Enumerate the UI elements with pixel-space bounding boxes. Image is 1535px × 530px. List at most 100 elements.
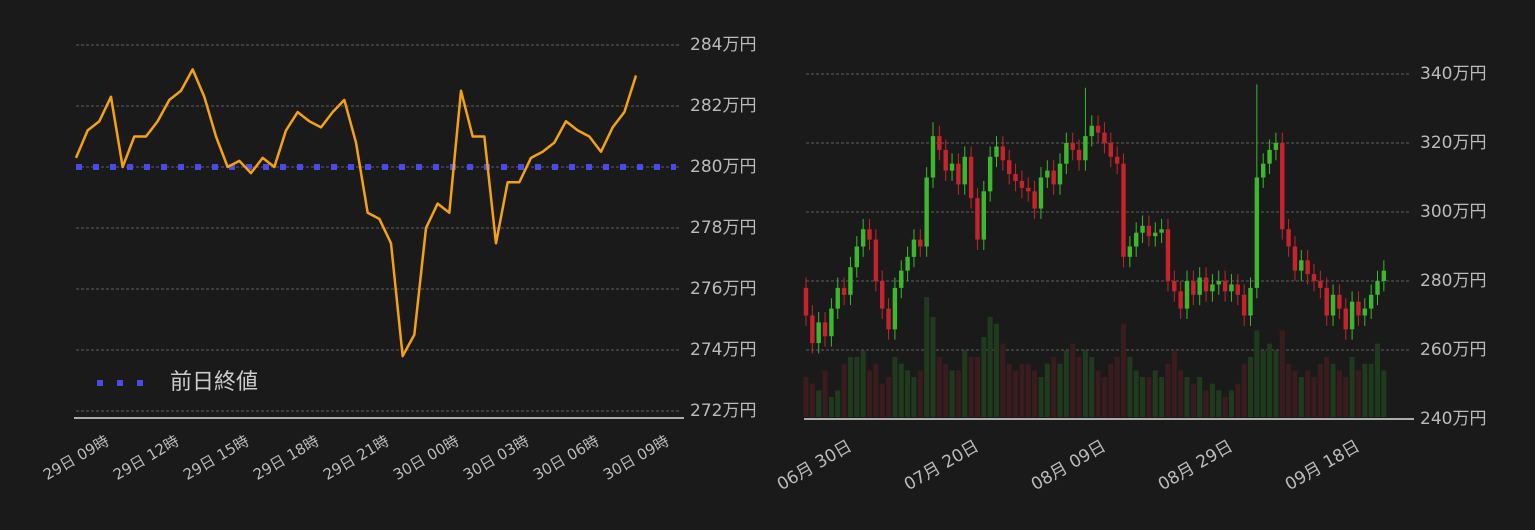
candle-body bbox=[930, 136, 936, 178]
volume-bar bbox=[1108, 363, 1114, 417]
candle-body bbox=[975, 198, 980, 240]
candle-body bbox=[937, 136, 942, 150]
candle-body bbox=[1210, 284, 1215, 292]
candle-body bbox=[1153, 232, 1158, 237]
candle-body bbox=[1349, 301, 1355, 330]
y-tick-label: 282万円 bbox=[690, 96, 756, 116]
volume-bar bbox=[1203, 390, 1209, 417]
x-tick-label: 07月 20日 bbox=[901, 436, 983, 495]
candle-body bbox=[899, 270, 904, 288]
volume-bar bbox=[1159, 377, 1165, 417]
x-tick-label: 29日 18時 bbox=[250, 432, 322, 484]
volume-bar bbox=[873, 363, 879, 417]
volume-bar bbox=[1146, 377, 1152, 417]
y-tick-label: 300万円 bbox=[1420, 202, 1486, 222]
candle-body bbox=[1064, 143, 1069, 164]
x-tick-label: 29日 21時 bbox=[320, 432, 392, 484]
y-tick-label: 272万円 bbox=[690, 401, 756, 421]
volume-bar bbox=[1063, 350, 1069, 417]
volume-bar bbox=[803, 377, 809, 417]
volume-bar bbox=[1038, 377, 1044, 417]
candle-body bbox=[1343, 308, 1348, 330]
candle-body bbox=[911, 239, 917, 257]
y-tick-label: 280万円 bbox=[1420, 271, 1486, 291]
volume-bar bbox=[1089, 357, 1095, 417]
candle-body bbox=[1089, 125, 1094, 137]
candle-body bbox=[1019, 180, 1025, 188]
volume-bar bbox=[911, 377, 917, 417]
y-tick-label: 276万円 bbox=[690, 279, 756, 299]
volume-bar bbox=[1305, 370, 1311, 417]
volume-bar bbox=[886, 377, 892, 417]
candle-body bbox=[848, 267, 853, 295]
candle-body bbox=[949, 163, 955, 171]
x-tick-label: 30日 00時 bbox=[390, 432, 462, 484]
candle-body bbox=[1108, 143, 1113, 157]
y-tick-label: 280万円 bbox=[690, 157, 756, 177]
volume-bar bbox=[1273, 350, 1279, 417]
candle-body bbox=[1102, 132, 1107, 143]
volume-bar bbox=[1013, 370, 1019, 417]
x-tick-label: 29日 12時 bbox=[110, 432, 182, 484]
volume-bar bbox=[809, 383, 815, 417]
candle-body bbox=[1057, 163, 1063, 185]
volume-bar bbox=[1051, 357, 1057, 417]
candle-body bbox=[1000, 146, 1006, 161]
candle-body bbox=[1241, 294, 1247, 316]
volume-bar bbox=[1190, 383, 1196, 417]
candle-body bbox=[962, 156, 967, 185]
volume-bar bbox=[1216, 390, 1222, 417]
x-tick-label: 08月 29日 bbox=[1155, 436, 1237, 495]
candle-body bbox=[1286, 229, 1291, 247]
volume-bar bbox=[892, 357, 898, 417]
candle-body bbox=[1381, 270, 1387, 281]
volume-bar bbox=[1343, 377, 1349, 417]
candle-body bbox=[1375, 281, 1380, 295]
candle-body bbox=[1172, 281, 1177, 292]
legend-marker bbox=[137, 380, 143, 386]
candle-body bbox=[956, 163, 961, 185]
candle-body bbox=[1280, 143, 1285, 230]
candle-body bbox=[1292, 246, 1298, 271]
volume-bar bbox=[974, 357, 980, 417]
volume-bar bbox=[1082, 350, 1088, 417]
volume-bar bbox=[1248, 357, 1253, 417]
volume-bar bbox=[1362, 363, 1368, 417]
y-tick-label: 274万円 bbox=[690, 340, 756, 360]
volume-bar bbox=[1375, 343, 1380, 417]
candle-body bbox=[1248, 287, 1253, 316]
candle-body bbox=[1330, 294, 1336, 316]
x-tick-label: 30日 09時 bbox=[600, 432, 672, 484]
volume-bar bbox=[841, 363, 847, 417]
candle-body bbox=[1254, 177, 1260, 288]
volume-bar bbox=[949, 370, 955, 417]
volume-bar bbox=[1070, 343, 1076, 417]
volume-bar bbox=[917, 370, 923, 417]
volume-bar bbox=[1324, 357, 1330, 417]
volume-bar bbox=[867, 370, 872, 417]
candle-body bbox=[1114, 156, 1120, 164]
candle-body bbox=[987, 156, 993, 192]
volume-bar bbox=[1254, 330, 1260, 417]
volume-bar bbox=[1260, 350, 1266, 417]
candle-body bbox=[968, 156, 974, 199]
candle-body bbox=[841, 287, 847, 295]
x-tick-label: 09月 18日 bbox=[1282, 436, 1364, 495]
candle-body bbox=[1178, 291, 1183, 309]
volume-bar bbox=[1197, 377, 1203, 417]
volume-bar bbox=[1076, 357, 1082, 417]
volume-bar bbox=[1019, 363, 1025, 417]
candle-body bbox=[924, 177, 929, 247]
candle-body bbox=[1095, 125, 1101, 133]
y-tick-label: 240万円 bbox=[1420, 409, 1486, 429]
volume-bar bbox=[1152, 370, 1158, 417]
x-tick-label: 29日 09時 bbox=[40, 432, 112, 484]
volume-bar bbox=[835, 390, 841, 417]
candle-body bbox=[918, 239, 923, 247]
candle-body bbox=[854, 246, 859, 268]
candle-body bbox=[1356, 301, 1361, 316]
volume-bar bbox=[860, 350, 866, 417]
candle-body bbox=[1267, 149, 1272, 164]
candle-body bbox=[1337, 294, 1342, 309]
candle-body bbox=[1362, 308, 1367, 316]
